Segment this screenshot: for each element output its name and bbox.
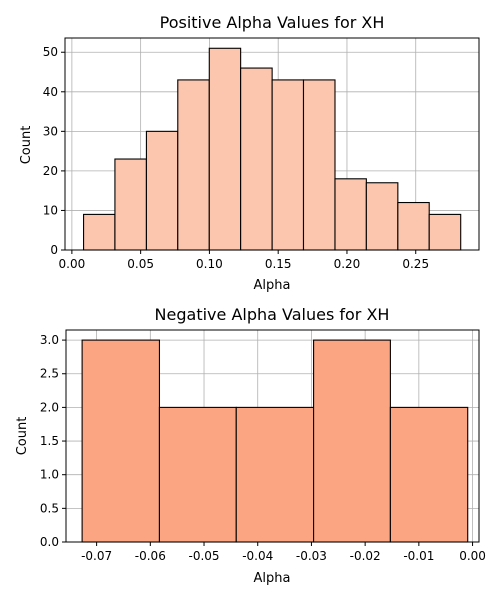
histogram-bar bbox=[334, 178, 367, 251]
x-tick-label: -0.04 bbox=[242, 549, 273, 563]
chart-title: Positive Alpha Values for XH bbox=[160, 13, 385, 32]
x-axis-label: Alpha bbox=[254, 278, 291, 293]
y-tick-label: 0 bbox=[50, 243, 58, 257]
histogram-bar bbox=[145, 130, 179, 251]
x-tick-label: -0.03 bbox=[296, 549, 327, 563]
histogram-bar bbox=[158, 406, 237, 543]
y-tick-label: 1.0 bbox=[40, 468, 59, 482]
x-tick-label: -0.02 bbox=[350, 549, 381, 563]
histogram-bar bbox=[208, 47, 242, 251]
x-tick-label: -0.06 bbox=[135, 549, 166, 563]
bars bbox=[83, 47, 462, 251]
y-tick-label: 20 bbox=[43, 164, 58, 178]
x-tick-label: -0.07 bbox=[81, 549, 112, 563]
histogram-bar bbox=[397, 201, 430, 251]
y-tick-label: 3.0 bbox=[40, 333, 59, 347]
y-tick-label: 50 bbox=[43, 45, 58, 59]
x-tick-label: 0.00 bbox=[59, 257, 86, 271]
chart-title: Negative Alpha Values for XH bbox=[155, 305, 390, 324]
x-tick-label: 0.20 bbox=[334, 257, 361, 271]
axes-frame bbox=[65, 329, 480, 543]
x-tick-label: 0.15 bbox=[265, 257, 292, 271]
positive-alpha-chart: Positive Alpha Values for XH Alpha Count… bbox=[19, 13, 480, 293]
x-tick-label: -0.05 bbox=[188, 549, 219, 563]
histogram-bar bbox=[365, 182, 399, 251]
histogram-bar bbox=[271, 79, 305, 251]
y-tick-label: 2.0 bbox=[40, 400, 59, 414]
y-tick-label: 40 bbox=[43, 85, 58, 99]
y-axis-label: Count bbox=[19, 126, 34, 165]
negative-alpha-chart: Negative Alpha Values for XH Alpha Count… bbox=[15, 305, 486, 586]
histogram-bar bbox=[389, 406, 469, 543]
histogram-bar bbox=[81, 339, 160, 543]
x-tick-label: -0.01 bbox=[403, 549, 434, 563]
x-tick-label: 0.05 bbox=[127, 257, 154, 271]
histogram-bar bbox=[240, 67, 273, 251]
y-tick-label: 2.5 bbox=[40, 367, 59, 381]
axes-frame bbox=[64, 37, 480, 251]
x-axis-label: Alpha bbox=[254, 571, 291, 586]
y-tick-label: 1.5 bbox=[40, 434, 59, 448]
y-tick-label: 0.5 bbox=[40, 501, 59, 515]
x-tick-label: 0.25 bbox=[402, 257, 429, 271]
histogram-bar bbox=[114, 158, 147, 251]
histogram-bar bbox=[235, 406, 315, 543]
y-tick-label: 30 bbox=[43, 124, 58, 138]
bars bbox=[81, 339, 469, 543]
histogram-bar bbox=[428, 213, 462, 251]
histogram-bar bbox=[302, 79, 336, 251]
x-tick-label: 0.00 bbox=[459, 549, 486, 563]
x-tick-label: 0.10 bbox=[196, 257, 223, 271]
histogram-bar bbox=[177, 79, 210, 251]
y-tick-label: 10 bbox=[43, 203, 58, 217]
y-axis-label: Count bbox=[15, 417, 30, 456]
histogram-bar bbox=[83, 213, 116, 251]
y-tick-label: 0.0 bbox=[40, 535, 59, 549]
histogram-bar bbox=[313, 339, 391, 543]
